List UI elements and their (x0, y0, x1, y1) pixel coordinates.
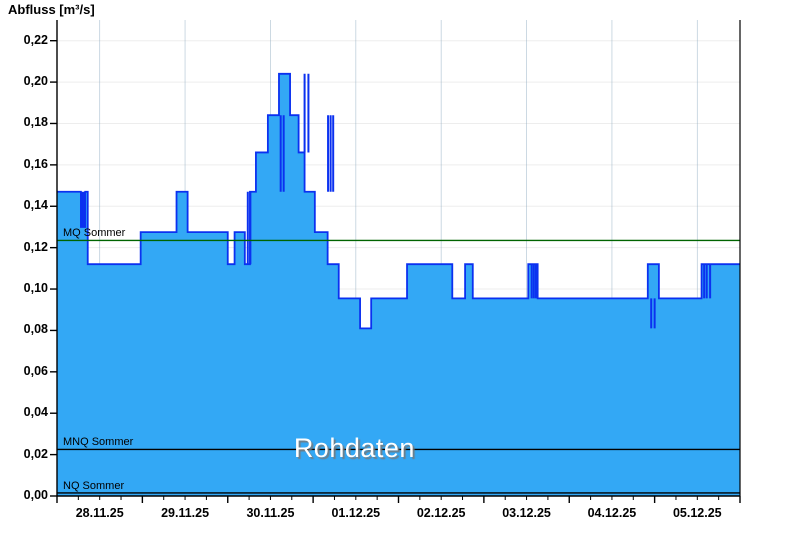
y-tick-label: 0,02 (23, 446, 48, 461)
y-tick-label: 0,22 (23, 32, 48, 47)
watermark-rohdaten: Rohdaten (293, 432, 415, 463)
axis-ticks (50, 39, 741, 503)
y-tick-label: 0,20 (23, 74, 48, 89)
reference-lines (57, 239, 740, 494)
y-tick-label: 0,06 (23, 363, 48, 378)
x-tick-label: 03.12.25 (502, 506, 551, 520)
x-tick-label: 29.11.25 (161, 506, 210, 520)
y-tick-label: 0,14 (23, 198, 48, 213)
x-tick-label: 01.12.25 (331, 506, 381, 520)
x-tick-label: 30.11.25 (246, 506, 295, 520)
y-tick-label: 0,16 (23, 156, 48, 171)
x-tick-label: 04.12.25 (587, 506, 637, 520)
x-tick-label: 02.12.25 (416, 506, 466, 520)
y-axis-title: Abfluss [m³/s] (8, 2, 95, 17)
y-tick-label: 0,18 (23, 115, 48, 130)
y-tick-label: 0,10 (23, 281, 48, 296)
y-tick-label: 0,08 (23, 322, 48, 337)
reference-label-mnq: MNQ Sommer (63, 436, 134, 449)
y-tick-label: 0,12 (23, 239, 48, 254)
y-tick-label: 0,04 (23, 405, 48, 420)
reference-label-mq: MQ Sommer (63, 227, 126, 240)
reference-label-nq: NQ Sommer (63, 479, 125, 492)
y-tick-label: 0,00 (23, 488, 48, 502)
x-tick-label: 28.11.25 (75, 506, 124, 520)
x-tick-label: 05.12.25 (672, 506, 722, 520)
series-layer (57, 72, 740, 496)
